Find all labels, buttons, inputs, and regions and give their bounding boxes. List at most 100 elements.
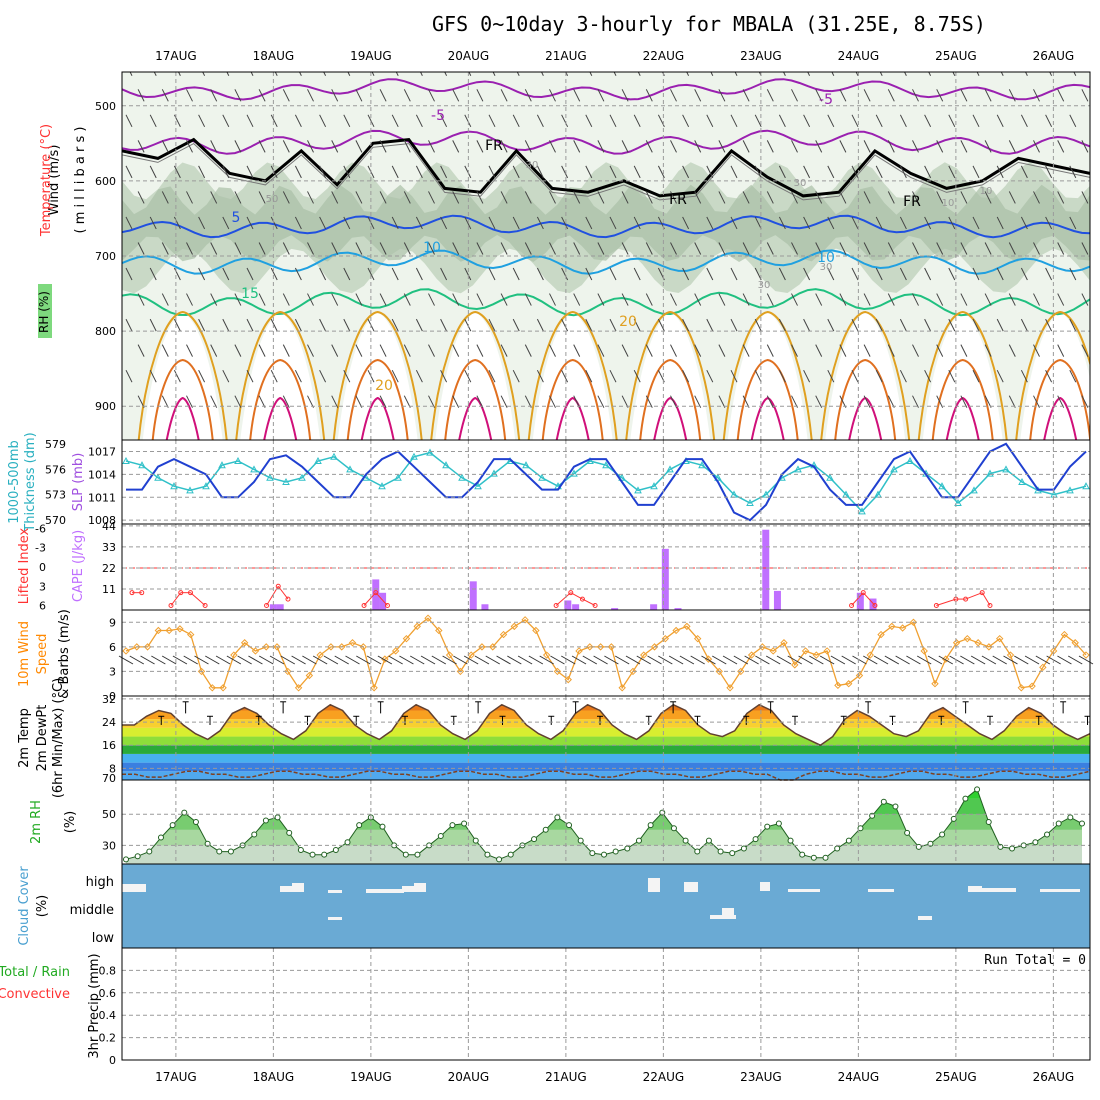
wind-barb <box>912 140 919 153</box>
y-tick-slp: 1017 <box>88 445 116 458</box>
surface-wind-barb <box>625 655 641 665</box>
wind-barb <box>246 318 254 332</box>
wind-barb <box>428 344 435 357</box>
wind-barb <box>129 72 133 76</box>
rh-marker <box>216 848 223 855</box>
lifted-index-marker <box>860 590 866 596</box>
wind-barb <box>609 369 617 383</box>
wind-speed-marker <box>726 684 734 692</box>
wind-barb <box>367 114 375 128</box>
cloud-block <box>122 884 146 892</box>
wind-barb <box>718 293 726 306</box>
wind-barb <box>125 165 133 179</box>
cape-bar <box>276 604 284 610</box>
rh-marker <box>227 848 234 855</box>
wind-barb <box>198 216 206 230</box>
rh-marker <box>542 826 549 833</box>
wind-barb <box>270 216 278 230</box>
surface-wind-barb <box>485 655 500 665</box>
wind-barb <box>778 369 786 383</box>
rh-marker <box>822 854 829 861</box>
wind-barb <box>464 318 472 332</box>
wind-barb <box>899 267 907 281</box>
y-tick-precip: 0.2 <box>99 1032 117 1045</box>
wind-barb <box>936 242 944 255</box>
dry-boundary-layer <box>630 312 711 440</box>
wind-barb <box>125 114 133 128</box>
wind-speed-marker <box>855 671 864 680</box>
wind-barb <box>186 191 193 204</box>
temperature-contour-30 <box>555 396 590 440</box>
date-label-bottom: 23AUG <box>740 1070 782 1084</box>
wind-barb <box>585 114 593 128</box>
surface-wind-barb <box>906 655 921 665</box>
wind-barb <box>186 395 193 408</box>
contour-label: 10 <box>817 250 835 266</box>
wind-barb <box>379 344 387 357</box>
rh-marker <box>507 851 514 858</box>
wind-barb <box>149 369 157 383</box>
rh-band <box>126 798 1082 815</box>
date-label-bottom: 26AUG <box>1033 1070 1075 1084</box>
lifted-index-line <box>965 592 983 600</box>
wind-barb <box>839 140 847 153</box>
wind-barb <box>258 344 266 357</box>
wind-barb <box>492 72 496 76</box>
y-tick-wind-speed: 9 <box>109 616 116 629</box>
panel-frame <box>121 947 1091 1061</box>
dry-boundary-layer <box>337 312 418 440</box>
wind-barb <box>803 267 811 281</box>
date-label-top: 20AUG <box>448 49 490 63</box>
wind-barb <box>549 395 556 408</box>
y-tick-lifted-index: -6 <box>35 522 46 535</box>
y-tick-pressure: 800 <box>95 325 116 338</box>
dry-boundary-layer <box>142 312 223 440</box>
wind-barb <box>827 114 835 128</box>
wind-barb <box>250 72 254 76</box>
wind-barb <box>234 89 242 102</box>
rh-marker <box>379 823 386 830</box>
temperature-contour-25 <box>249 358 312 440</box>
surface-wind-barb <box>388 655 403 665</box>
y-tick-precip: 0.4 <box>99 1009 117 1022</box>
wind-barb <box>863 191 871 204</box>
surface-wind-barb <box>1035 655 1051 665</box>
lifted-index-marker <box>384 603 390 609</box>
wind-barb <box>984 293 992 306</box>
wind-barb <box>403 344 411 357</box>
wind-barb <box>1008 344 1016 357</box>
wind-barb <box>1020 369 1028 383</box>
wind-barb <box>464 216 472 230</box>
cloud-block <box>366 889 404 893</box>
wind-barb <box>307 191 314 204</box>
wind-barb <box>645 395 653 408</box>
cape-bar <box>469 581 477 610</box>
surface-wind-barb <box>981 655 997 665</box>
wind-barb <box>323 72 327 76</box>
cape-bar <box>856 592 864 610</box>
wind-barb <box>585 267 593 281</box>
wind-barb <box>355 344 363 357</box>
lifted-index-line <box>582 598 596 606</box>
wind-speed-marker <box>1028 682 1036 690</box>
wind-barb <box>282 242 290 255</box>
wind-barb <box>476 191 484 204</box>
wind-speed-marker <box>219 684 227 692</box>
rh-marker <box>286 829 293 836</box>
wind-barb <box>440 165 448 179</box>
wind-barb <box>694 191 702 204</box>
surface-wind-barb <box>593 655 608 665</box>
surface-wind-barb <box>992 655 1007 665</box>
rh-marker <box>939 831 946 838</box>
wind-barb <box>125 318 133 332</box>
wind-barb <box>222 267 230 281</box>
surface-wind-barb <box>582 655 598 665</box>
wind-barb <box>274 72 278 76</box>
wind-barb <box>960 191 968 204</box>
surface-wind-barb <box>442 655 457 665</box>
surface-wind-barb <box>819 655 835 665</box>
wind-barb <box>452 242 460 255</box>
wind-barb <box>682 318 690 332</box>
lifted-index-marker <box>553 603 559 609</box>
surface-wind-barb <box>517 655 533 665</box>
